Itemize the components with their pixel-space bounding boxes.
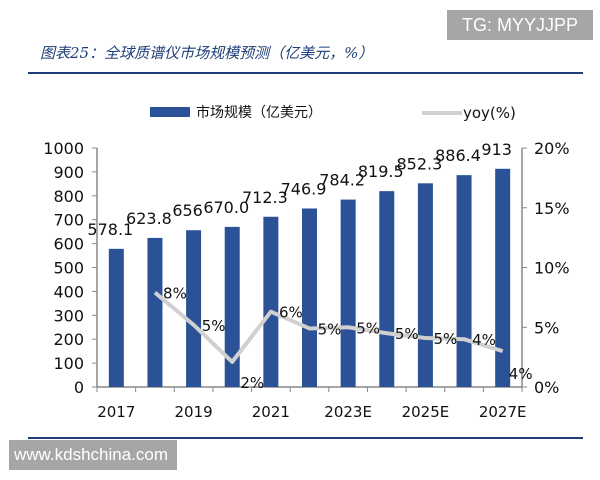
left-tick-label: 900 [53,163,84,182]
legend-line-label: yoy(%) [463,104,516,122]
yoy-label: 5% [356,319,380,337]
right-tick-label: 10% [534,259,570,278]
left-tick-label: 600 [53,235,84,254]
yoy-label: 6% [279,304,303,322]
bar-label: 784.2 [319,171,365,190]
yoy-label: 5% [202,317,226,335]
right-tick-label: 0% [534,378,559,397]
bar-2026E [456,175,472,387]
yoy-label: 5% [395,325,419,343]
bottom-rule [28,437,583,439]
bar-label: 886.4 [435,146,481,165]
bar-2021 [263,216,279,387]
x-tick-label: 2027E [479,403,527,421]
bar-label: 913 [481,140,512,159]
x-tick-label: 2025E [402,403,450,421]
yoy-label: 8% [163,285,187,303]
bar-label: 712.3 [242,188,288,207]
left-tick-label: 400 [53,282,84,301]
left-tick-label: 200 [53,330,84,349]
left-tick-label: 800 [53,187,84,206]
yoy-line [153,291,504,364]
x-tick-label: 2017 [97,403,135,421]
right-tick-label: 20% [534,139,570,158]
legend: 市场规模（亿美元） yoy(%) [150,104,516,122]
bar-2025E [417,183,433,387]
left-tick-label: 100 [53,354,84,373]
left-tick-label: 500 [53,259,84,278]
right-tick-label: 15% [534,199,570,218]
legend-bar-swatch [150,107,190,117]
bar-label: 578.1 [87,220,133,239]
bar-label: 670.0 [203,198,249,217]
bar-2019 [186,230,202,387]
left-tick-label: 0 [74,378,84,397]
left-tick-label: 1000 [43,139,84,158]
yoy-label: 5% [434,330,458,348]
x-tick-label: 2021 [252,403,290,421]
bar-2022 [302,208,317,387]
legend-bar-label: 市场规模（亿美元） [196,104,322,121]
right-tick-label: 5% [534,318,559,337]
bar-2027E [495,168,511,387]
bar-2017 [108,248,124,387]
chart-title: 图表25：全球质谱仪市场规模预测（亿美元，%） [40,44,374,62]
left-tick-label: 300 [53,306,84,325]
yoy-label: 4% [509,365,533,383]
watermark-top: TG: MYYJJPP [447,10,593,40]
bar-label: 656 [172,201,203,220]
bar-2024E [379,191,395,387]
x-tick-label: 2023E [324,403,372,421]
bar-2023E [340,199,356,387]
bar-label: 852.3 [397,154,443,173]
title-rule [28,72,583,74]
left-tick-label: 700 [53,211,84,230]
bar-2018 [147,237,163,387]
bar-2020 [224,226,240,387]
watermark-bottom: www.kdshchina.com [9,440,177,470]
yoy-label: 5% [318,320,342,338]
yoy-label: 2% [240,374,264,392]
x-tick-label: 2019 [174,403,212,421]
yoy-label: 4% [472,331,496,349]
bar-label: 819.5 [358,162,404,181]
bar-label: 623.8 [126,209,172,228]
bar-label: 746.9 [281,179,327,198]
